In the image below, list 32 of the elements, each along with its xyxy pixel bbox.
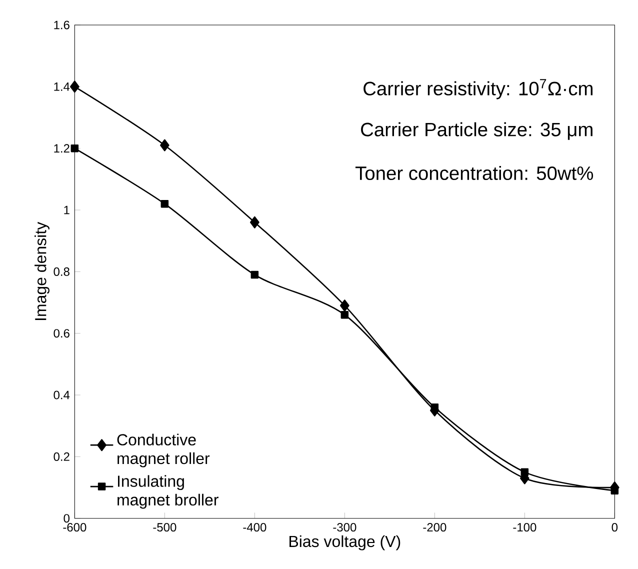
annotation: Carrier Particle size: 35 μm <box>361 122 592 140</box>
legend-label: Conductive magnet roller <box>117 434 210 468</box>
y-tick-label: 0.6 <box>54 329 70 338</box>
x-tick-label: -600 <box>63 523 86 532</box>
x-tick-label: -400 <box>243 523 266 532</box>
point <box>250 270 259 279</box>
y-tick-label: 1.2 <box>54 144 70 153</box>
point <box>250 216 260 228</box>
y-tick-label: 0 <box>64 514 70 523</box>
y-axis-title: Image density <box>34 222 50 320</box>
x-tick-label: -100 <box>513 523 536 532</box>
point <box>70 80 80 93</box>
x-tick-label: -300 <box>333 523 356 532</box>
y-tick-label: 0.4 <box>54 390 70 400</box>
x-tick-label: -500 <box>153 523 176 532</box>
point <box>160 139 170 152</box>
annotation: Carrier resistivity: 10$^{7}$Ω·cm <box>364 79 592 100</box>
point <box>520 468 529 476</box>
x-axis-title: Bias voltage (V) <box>290 535 400 550</box>
legend-label: Insulating magnet broller <box>118 475 218 509</box>
y-tick-label: 0.2 <box>54 452 70 461</box>
point <box>340 300 350 312</box>
point <box>340 310 349 319</box>
annotation: Toner concentration: 50wt% <box>355 166 594 180</box>
y-tick-label: 1.4 <box>54 82 70 91</box>
y-tick-label: 1 <box>64 206 70 214</box>
x-tick-label: -200 <box>423 523 446 532</box>
y-tick-label: 1.6 <box>54 20 70 30</box>
point <box>160 200 169 208</box>
y-tick-label: 0.8 <box>54 267 70 276</box>
point <box>70 144 79 152</box>
x-tick-label: 0 <box>612 523 618 532</box>
